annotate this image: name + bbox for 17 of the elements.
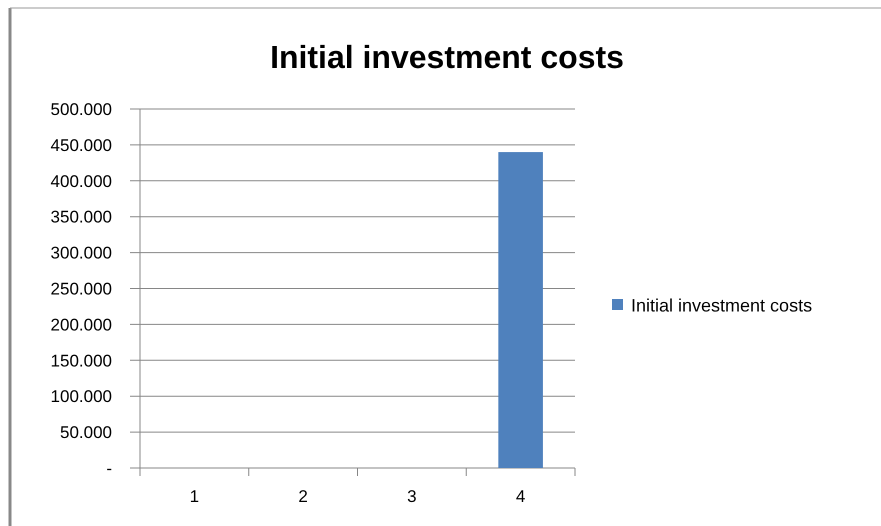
y-tick-label: 200.000 — [50, 315, 112, 334]
x-tick-label: 2 — [298, 487, 308, 506]
y-tick-label: 350.000 — [50, 208, 112, 227]
y-tick-label: 100.000 — [50, 387, 112, 406]
chart-title: Initial investment costs — [270, 39, 624, 75]
y-tick-label: 150.000 — [50, 351, 112, 370]
legend-label: Initial investment costs — [631, 295, 812, 316]
y-tick-label: 300.000 — [50, 244, 112, 263]
y-tick-label: 500.000 — [50, 100, 112, 119]
y-tick-label: 250.000 — [50, 279, 112, 298]
x-tick-label: 3 — [407, 487, 417, 506]
y-tick-label: 400.000 — [50, 172, 112, 191]
x-tick-label: 1 — [190, 487, 200, 506]
x-tick-label: 4 — [516, 487, 526, 506]
y-tick-label: 450.000 — [50, 136, 112, 155]
y-tick-label: 50.000 — [60, 423, 112, 442]
y-tick-label: - — [106, 458, 112, 478]
